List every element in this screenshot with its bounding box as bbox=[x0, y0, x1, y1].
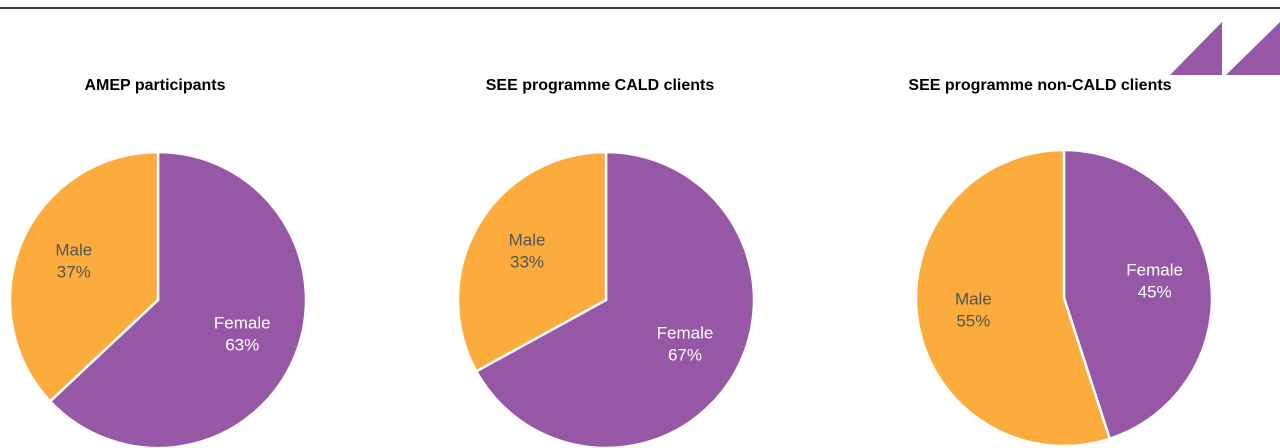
slice-value: 63% bbox=[225, 335, 259, 354]
pie-slice bbox=[48, 150, 308, 448]
pie-slice bbox=[8, 150, 160, 404]
pie-slice bbox=[914, 148, 1112, 448]
slice-value: 67% bbox=[668, 346, 702, 365]
chart-title: SEE programme CALD clients bbox=[486, 77, 715, 94]
slice-category: Female bbox=[1126, 261, 1183, 280]
slice-category: Female bbox=[214, 313, 271, 332]
chart-title: AMEP participants bbox=[84, 77, 225, 94]
slice-value: 55% bbox=[956, 311, 990, 330]
logo-shape bbox=[1170, 22, 1222, 75]
logo-shape bbox=[1226, 22, 1280, 75]
pie-slice bbox=[474, 150, 756, 448]
slice-value: 33% bbox=[510, 252, 544, 271]
slice-category: Male bbox=[509, 230, 546, 249]
chart-title: SEE programme non-CALD clients bbox=[908, 77, 1171, 94]
slice-value: 37% bbox=[57, 263, 91, 282]
slice-value: 45% bbox=[1138, 283, 1172, 302]
pie-slice bbox=[456, 150, 608, 373]
slice-category: Male bbox=[955, 289, 992, 308]
pie-slice bbox=[1062, 148, 1214, 441]
slice-category: Male bbox=[55, 241, 92, 260]
slice-category: Female bbox=[657, 324, 714, 343]
